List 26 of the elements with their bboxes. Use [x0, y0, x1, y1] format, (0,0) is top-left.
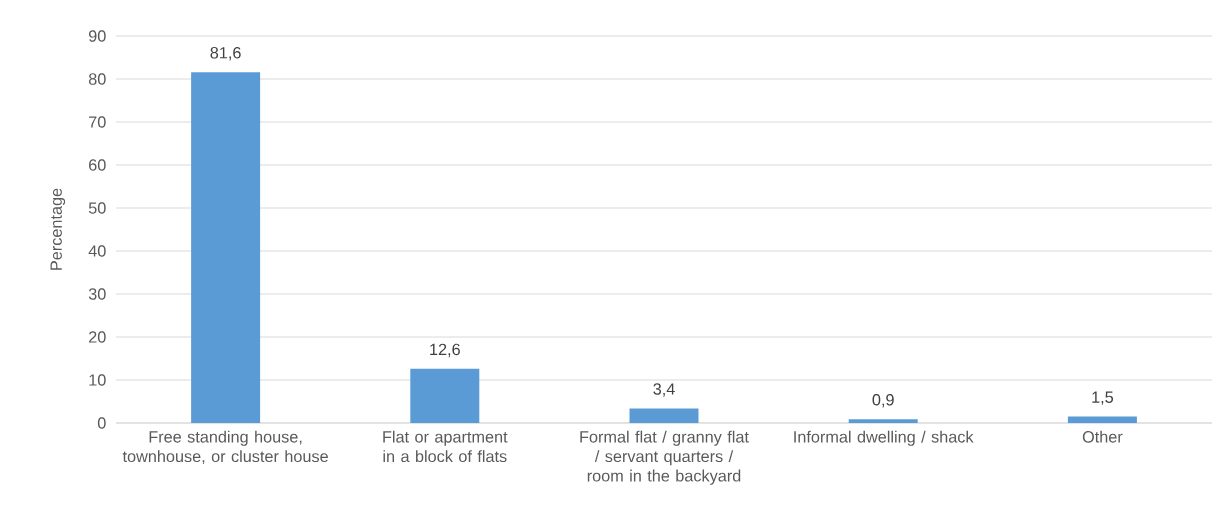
data-label: 0,9: [872, 394, 894, 408]
y-tick-label: 70: [89, 116, 106, 128]
y-tick-label: 30: [88, 288, 106, 300]
bar: [410, 368, 480, 423]
bar: [1067, 416, 1137, 423]
x-tick-label: Formal flat / granny flat / servant quarters / room in the backyard: [580, 430, 749, 485]
x-tick-label: Flat or apartment in a block of flats: [383, 430, 508, 463]
y-tick-label: 20: [89, 331, 106, 343]
y-tick-label: 80: [88, 73, 106, 85]
x-tick-label: Other: [1082, 430, 1123, 443]
bar: [848, 419, 918, 423]
y-tick-label: 60: [89, 159, 106, 171]
y-axis-title: Percentage: [50, 188, 66, 270]
bar: [629, 408, 699, 423]
y-tick-label: 10: [89, 374, 106, 386]
data-label: 1,5: [1092, 391, 1114, 405]
data-label: 12,6: [430, 343, 460, 358]
y-tick-label: 90: [88, 30, 106, 42]
bar: [191, 72, 261, 423]
y-tick-label: 50: [88, 202, 106, 214]
data-label: 3,4: [653, 383, 675, 397]
x-tick-label: Free standing house, townhouse, or cluster house: [122, 430, 328, 465]
y-tick-label: 40: [88, 245, 106, 257]
x-tick-label: Informal dwelling / shack: [794, 430, 974, 446]
y-tick-label: 0: [97, 417, 106, 429]
data-label: 81,6: [210, 47, 241, 61]
